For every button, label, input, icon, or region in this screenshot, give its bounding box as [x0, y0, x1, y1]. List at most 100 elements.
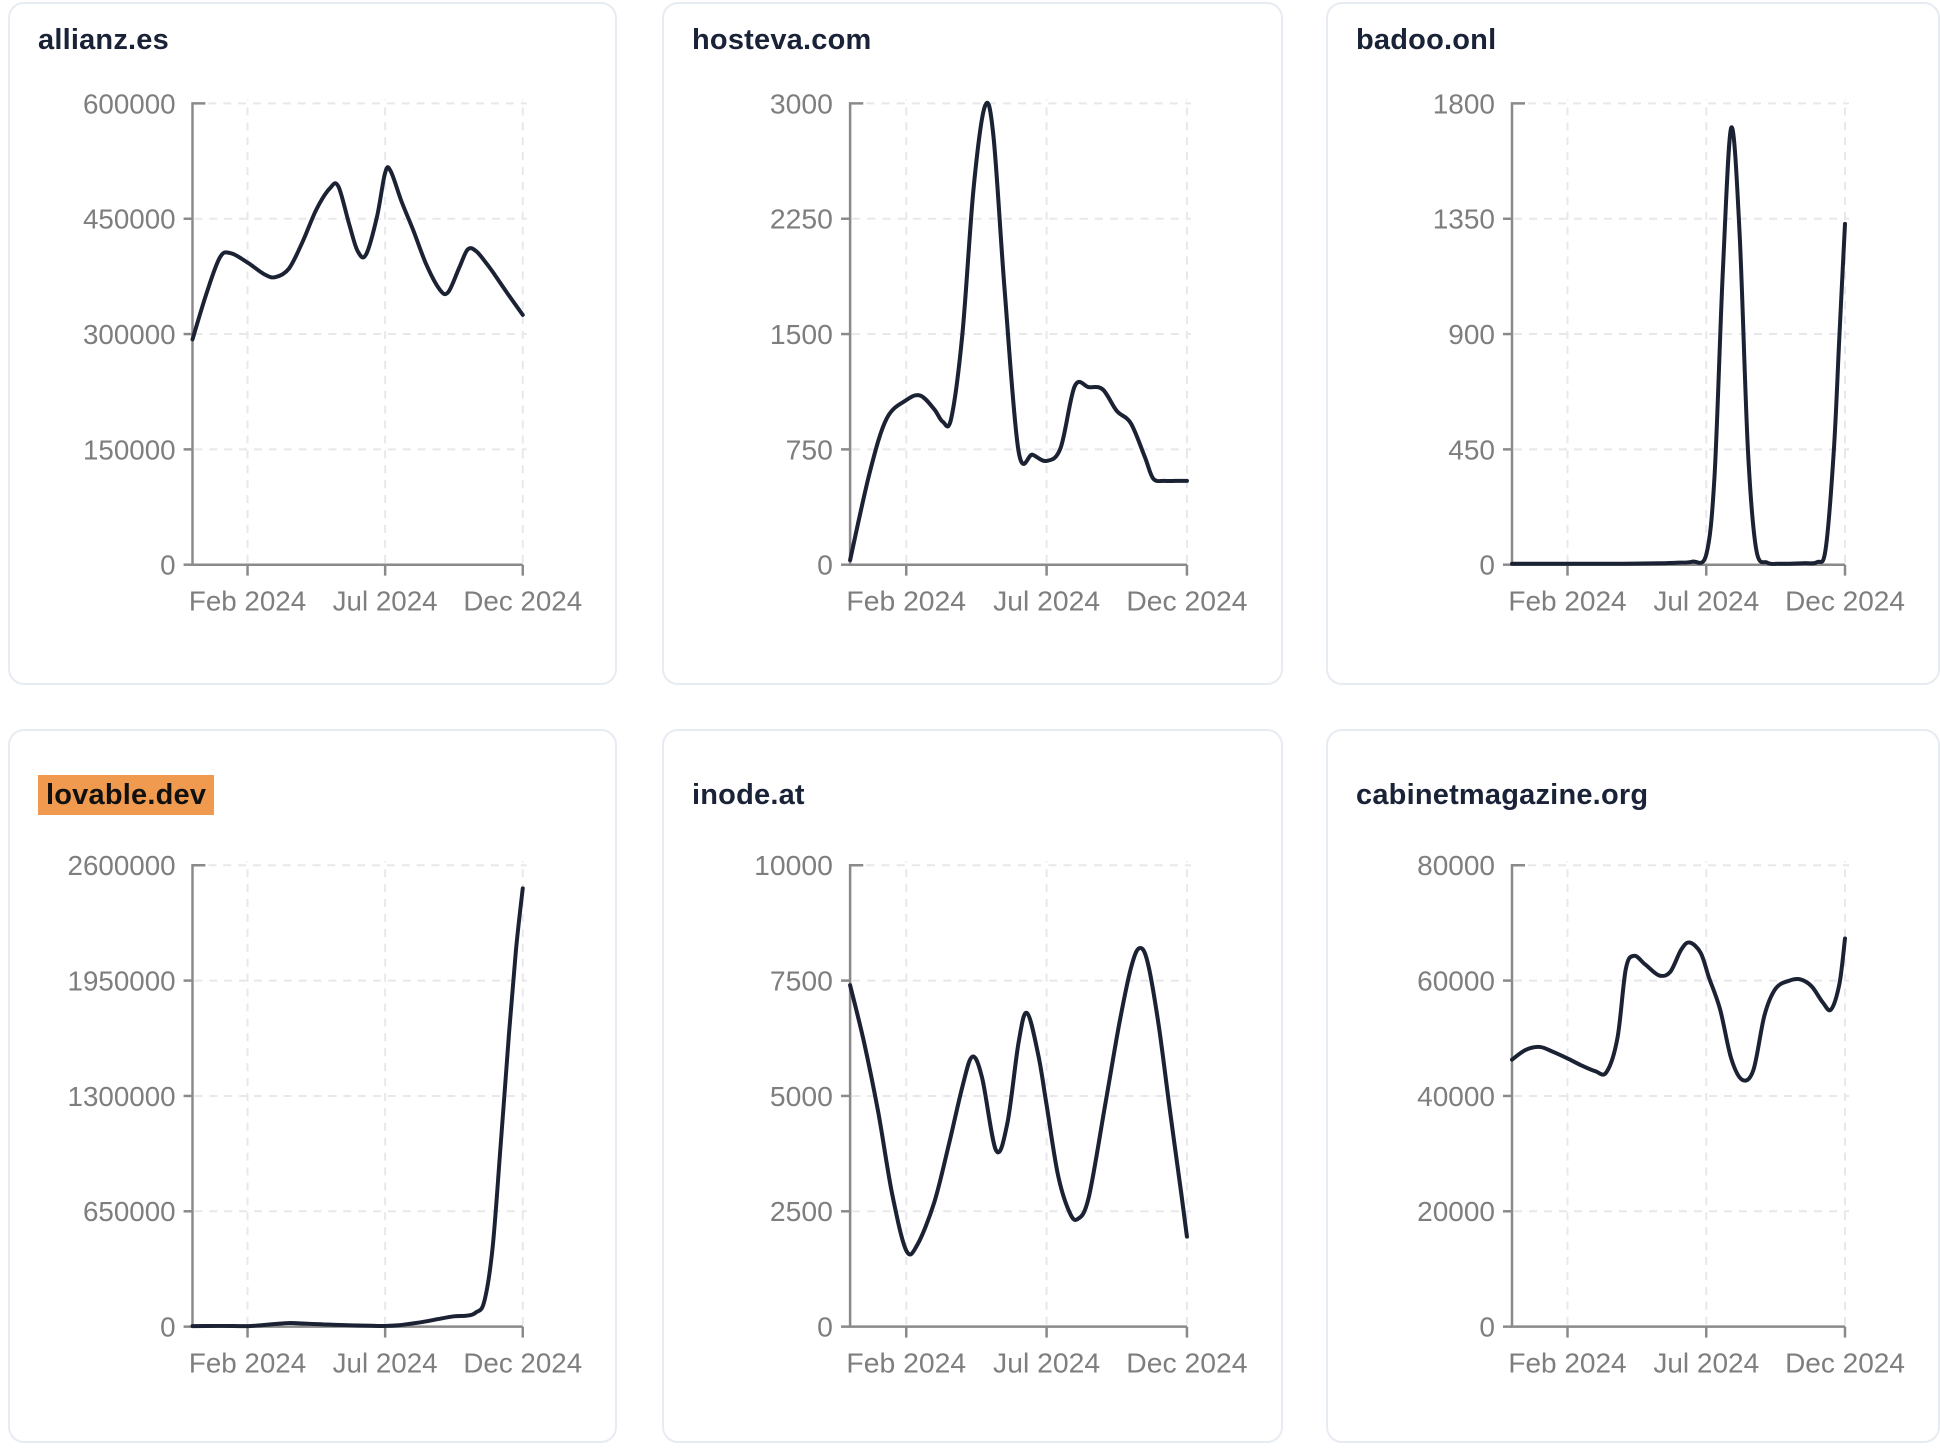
- x-tick-label: Dec 2024: [463, 585, 582, 616]
- line-chart: 0 450 900 1350 1800 Feb 2024 Jul 2024 Dec 2024: [1433, 88, 1905, 617]
- axes: [183, 102, 525, 576]
- chart-card: inode.at 0 2500 5000 7500 10000 Feb 2024 Jul 2…: [662, 729, 1283, 1443]
- x-tick-label: Jul 2024: [1653, 586, 1759, 617]
- y-tick-label: 900: [1448, 319, 1495, 350]
- chart-title-text: hosteva.com: [692, 24, 872, 56]
- chart-title: cabinetmagazine.org: [1356, 779, 1648, 812]
- y-tick-label: 600000: [83, 88, 176, 119]
- x-tick-labels: Feb 2024 Jul 2024 Dec 2024: [1508, 586, 1905, 617]
- x-tick-labels: Feb 2024 Jul 2024 Dec 2024: [846, 1348, 1247, 1379]
- y-tick-label: 650000: [83, 1196, 176, 1227]
- y-tick-labels: 0 750 1500 2250 3000: [770, 89, 833, 581]
- y-tick-label: 40000: [1417, 1081, 1495, 1112]
- y-tick-label: 2600000: [68, 850, 176, 881]
- x-tick-labels: Feb 2024 Jul 2024 Dec 2024: [1508, 1347, 1905, 1378]
- x-tick-label: Jul 2024: [1653, 1347, 1759, 1378]
- chart-title: badoo.onl: [1356, 24, 1496, 57]
- gridlines: [852, 99, 1191, 563]
- gridlines: [852, 861, 1191, 1325]
- y-tick-label: 150000: [83, 434, 176, 465]
- line-chart: 0 20000 40000 60000 80000 Feb 2024 Jul 2024 Dec…: [1417, 850, 1905, 1378]
- y-tick-label: 7500: [770, 966, 833, 997]
- series-line: [190, 165, 525, 342]
- chart-title-text: allianz.es: [38, 24, 169, 56]
- x-tick-label: Jul 2024: [993, 586, 1100, 617]
- x-tick-label: Dec 2024: [463, 1347, 582, 1378]
- x-tick-labels: Feb 2024 Jul 2024 Dec 2024: [846, 586, 1247, 617]
- y-tick-label: 0: [817, 1312, 833, 1343]
- line-chart: 0 150000 300000 450000 600000 Feb 2024 Jul 202…: [83, 88, 582, 616]
- x-tick-label: Feb 2024: [1508, 1347, 1626, 1378]
- series-line: [1510, 936, 1847, 1083]
- chart-title-text: inode.at: [692, 779, 805, 811]
- x-tick-label: Dec 2024: [1785, 586, 1905, 617]
- y-tick-label: 0: [160, 550, 175, 581]
- chart-title-text: cabinetmagazine.org: [1356, 779, 1649, 811]
- y-tick-label: 1800: [1433, 88, 1495, 119]
- x-tick-label: Feb 2024: [846, 1348, 966, 1379]
- y-tick-label: 450000: [83, 204, 176, 235]
- y-tick-label: 80000: [1417, 850, 1495, 881]
- y-tick-label: 2500: [770, 1196, 833, 1227]
- chart-card: lovable.dev 0 650000 1300000 1950000 2600000…: [8, 729, 617, 1443]
- x-tick-label: Feb 2024: [189, 1347, 306, 1378]
- y-tick-label: 60000: [1417, 966, 1495, 997]
- chart-title: lovable.dev: [38, 775, 215, 815]
- y-tick-label: 1950000: [68, 966, 176, 997]
- y-tick-label: 750: [786, 435, 833, 466]
- gridlines: [194, 99, 527, 563]
- y-tick-label: 300000: [83, 319, 176, 350]
- x-tick-label: Dec 2024: [1126, 586, 1247, 617]
- chart-title: inode.at: [692, 779, 805, 812]
- series-line: [190, 886, 525, 1329]
- y-tick-labels: 0 2500 5000 7500 10000: [754, 850, 833, 1342]
- x-tick-label: Jul 2024: [333, 585, 438, 616]
- axes: [1503, 864, 1847, 1338]
- chart-card: badoo.onl 0 450 900 1350 1800 Feb 2024 Jul 202…: [1326, 2, 1940, 685]
- chart-title: hosteva.com: [692, 24, 872, 57]
- y-tick-label: 0: [160, 1312, 175, 1343]
- x-tick-labels: Feb 2024 Jul 2024 Dec 2024: [189, 585, 582, 616]
- x-tick-labels: Feb 2024 Jul 2024 Dec 2024: [189, 1347, 582, 1378]
- y-tick-labels: 0 150000 300000 450000 600000: [83, 88, 176, 580]
- gridlines: [194, 861, 527, 1325]
- y-tick-label: 0: [1479, 550, 1495, 581]
- x-tick-label: Jul 2024: [333, 1347, 438, 1378]
- y-tick-label: 5000: [770, 1081, 833, 1112]
- axes: [841, 864, 1189, 1338]
- x-tick-label: Feb 2024: [189, 585, 306, 616]
- series-line: [848, 946, 1189, 1257]
- x-tick-label: Feb 2024: [846, 586, 966, 617]
- x-tick-label: Feb 2024: [1508, 586, 1626, 617]
- axes: [183, 864, 525, 1338]
- y-tick-label: 450: [1448, 434, 1495, 465]
- series-line: [848, 100, 1189, 563]
- x-tick-label: Dec 2024: [1126, 1348, 1247, 1379]
- line-chart: 0 750 1500 2250 3000 Feb 2024 Jul 2024 Dec 2024: [770, 89, 1248, 617]
- y-tick-label: 10000: [754, 850, 833, 881]
- x-tick-label: Jul 2024: [993, 1348, 1100, 1379]
- y-tick-label: 1500: [770, 319, 833, 350]
- y-tick-label: 0: [1479, 1312, 1495, 1343]
- axes: [1503, 102, 1847, 576]
- y-tick-label: 2250: [770, 204, 833, 235]
- x-tick-label: Dec 2024: [1785, 1347, 1905, 1378]
- y-tick-label: 20000: [1417, 1196, 1495, 1227]
- line-chart: 0 650000 1300000 1950000 2600000 Feb 2024 Jul …: [68, 850, 583, 1378]
- chart-card: cabinetmagazine.org 0 20000 40000 60000 8000…: [1326, 729, 1940, 1443]
- gridlines: [1514, 861, 1849, 1325]
- y-tick-labels: 0 650000 1300000 1950000 2600000: [68, 850, 176, 1342]
- y-tick-label: 3000: [770, 89, 833, 120]
- y-tick-label: 1350: [1433, 204, 1495, 235]
- line-chart: 0 2500 5000 7500 10000 Feb 2024 Jul 2024 Dec 20…: [754, 850, 1247, 1379]
- chart-title-text: badoo.onl: [1356, 24, 1497, 56]
- chart-title-text: lovable.dev: [38, 775, 215, 815]
- gridlines: [1514, 99, 1849, 563]
- series-line: [1510, 125, 1847, 566]
- y-tick-label: 0: [817, 550, 833, 581]
- chart-title: allianz.es: [38, 24, 169, 57]
- y-tick-label: 1300000: [68, 1081, 176, 1112]
- chart-card: hosteva.com 0 750 1500 2250 3000 Feb 2024 Jul …: [662, 2, 1283, 685]
- y-tick-labels: 0 20000 40000 60000 80000: [1417, 850, 1495, 1342]
